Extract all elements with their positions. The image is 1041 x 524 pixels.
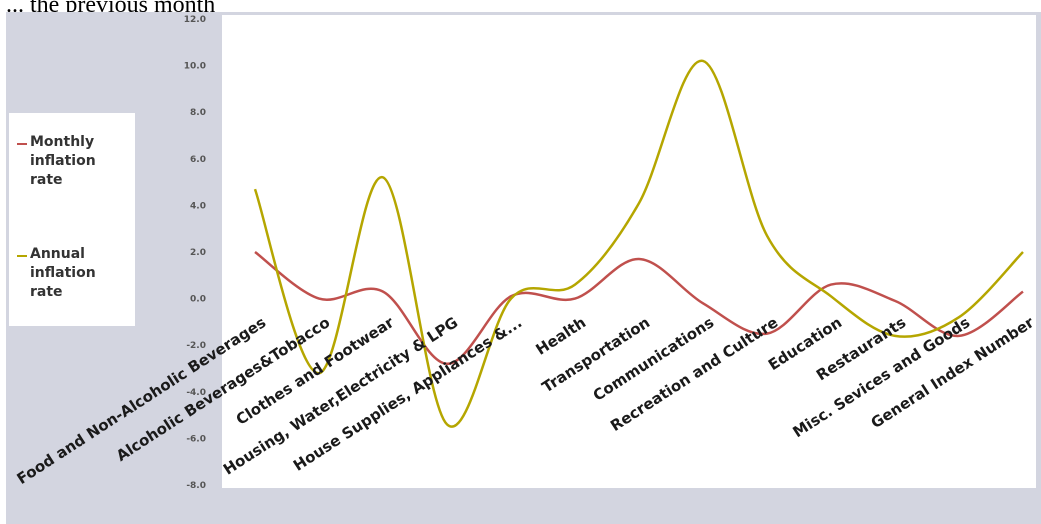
series-line-annual <box>253 59 1024 428</box>
y-tick-label: -6.0 <box>186 434 206 444</box>
y-tick-label: 0.0 <box>190 295 206 305</box>
y-tick-label: 6.0 <box>190 155 206 165</box>
legend-swatch-annual <box>17 255 27 257</box>
y-tick-label: -8.0 <box>186 481 206 491</box>
plot-area <box>222 15 1036 488</box>
y-tick-label: 12.0 <box>184 15 206 25</box>
legend: Monthly inflation rate Annual inflation … <box>9 113 135 326</box>
y-tick-label: 2.0 <box>190 248 206 258</box>
legend-swatch-monthly <box>17 143 27 145</box>
y-axis-ticks: 12.0 10.0 8.0 6.0 4.0 2.0 0.0 -2.0 -4.0 -6.0 -8.0 <box>184 15 206 491</box>
series-line-monthly <box>254 250 1024 366</box>
y-tick-label: -2.0 <box>186 341 206 351</box>
legend-label-monthly: Monthly inflation rate <box>30 134 96 188</box>
legend-item-monthly: Monthly inflation rate <box>17 133 130 190</box>
legend-item-annual: Annual inflation rate <box>17 245 130 302</box>
y-tick-label: 10.0 <box>184 62 206 72</box>
series-lines <box>253 59 1024 428</box>
y-tick-label: -4.0 <box>186 388 206 398</box>
legend-label-annual: Annual inflation rate <box>30 246 96 300</box>
y-tick-label: 8.0 <box>190 108 206 118</box>
y-tick-label: 4.0 <box>190 201 206 211</box>
